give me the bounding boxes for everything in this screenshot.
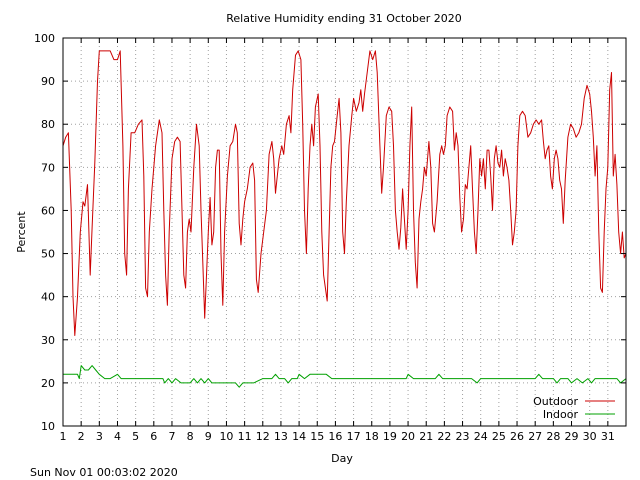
x-tick-label: 19: [383, 430, 397, 443]
x-tick-label: 24: [474, 430, 488, 443]
x-tick-label: 4: [114, 430, 121, 443]
x-tick-label: 12: [256, 430, 270, 443]
x-tick-label: 3: [96, 430, 103, 443]
grid-lines: [63, 38, 626, 426]
x-tick-label: 15: [310, 430, 324, 443]
legend: Outdoor Indoor: [533, 395, 615, 421]
x-tick-label: 30: [583, 430, 597, 443]
x-tick-label: 7: [168, 430, 175, 443]
x-tick-label: 26: [510, 430, 524, 443]
chart-title: Relative Humidity ending 31 October 2020: [226, 12, 461, 25]
footer-timestamp: Sun Nov 01 00:03:02 2020: [30, 466, 178, 479]
x-tick-label: 5: [132, 430, 139, 443]
legend-label-indoor: Indoor: [543, 408, 579, 421]
y-tick-label: 90: [41, 75, 55, 88]
x-axis-label: Day: [331, 452, 353, 465]
x-tick-label: 28: [546, 430, 560, 443]
x-tick-label: 9: [205, 430, 212, 443]
x-tick-label: 21: [419, 430, 433, 443]
x-tick-label: 8: [187, 430, 194, 443]
x-tick-label: 17: [347, 430, 361, 443]
x-tick-label: 20: [401, 430, 415, 443]
y-tick-label: 10: [41, 420, 55, 433]
x-tick-label: 18: [365, 430, 379, 443]
y-tick-label: 40: [41, 291, 55, 304]
series-layer: [62, 50, 627, 388]
x-tick-label: 27: [528, 430, 542, 443]
x-tick-label: 13: [274, 430, 288, 443]
y-tick-label: 30: [41, 334, 55, 347]
y-tick-label: 20: [41, 377, 55, 390]
y-axis-label: Percent: [15, 211, 28, 253]
y-tick-label: 70: [41, 161, 55, 174]
series-line-outdoor: [62, 50, 627, 336]
x-tick-label: 23: [456, 430, 470, 443]
plot-frame: [62, 37, 627, 427]
x-tick-label: 16: [328, 430, 342, 443]
legend-label-outdoor: Outdoor: [533, 395, 578, 408]
x-tick-label: 14: [292, 430, 306, 443]
x-tick-label: 11: [238, 430, 252, 443]
x-tick-label: 31: [601, 430, 615, 443]
y-tick-label: 80: [41, 118, 55, 131]
y-tick-label: 60: [41, 204, 55, 217]
y-tick-label: 100: [34, 32, 55, 45]
x-tick-label: 6: [150, 430, 157, 443]
x-tick-label: 10: [219, 430, 233, 443]
x-tick-label: 25: [492, 430, 506, 443]
x-tick-label: 29: [565, 430, 579, 443]
tick-marks: [62, 37, 626, 427]
x-tick-label: 1: [60, 430, 67, 443]
y-tick-label: 50: [41, 248, 55, 261]
x-tick-label: 22: [437, 430, 451, 443]
x-tick-label: 2: [78, 430, 85, 443]
series-line-indoor: [63, 365, 627, 388]
